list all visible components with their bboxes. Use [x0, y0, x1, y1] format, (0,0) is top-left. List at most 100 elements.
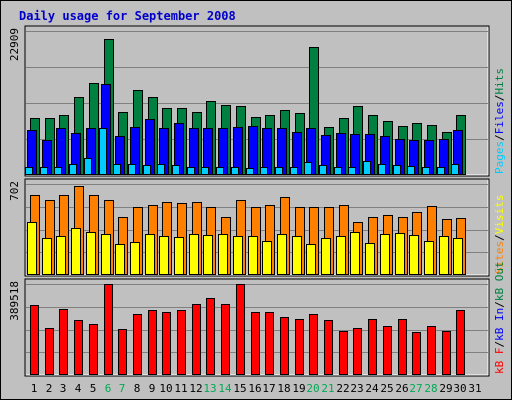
bar-pages-day-3: [54, 167, 62, 175]
bar-visits-day-6: [101, 234, 111, 275]
bar-kb-f-day-30: [456, 310, 465, 375]
bar-visits-day-27: [409, 235, 419, 275]
bar-pages-day-23: [348, 167, 356, 175]
x-tick-label: 27: [409, 382, 422, 395]
y-max-label: 389518: [8, 281, 21, 321]
bar-pages-day-12: [187, 167, 195, 175]
bar-pages-day-13: [201, 167, 209, 175]
bar-pages-day-10: [157, 164, 165, 175]
legend-entry: Files: [493, 101, 506, 134]
legend-entry: Hits: [493, 68, 506, 95]
bar-kb-f-day-29: [442, 331, 451, 375]
bar-visits-day-30: [453, 238, 463, 275]
bar-kb-f-day-21: [324, 320, 333, 375]
x-tick-label: 21: [321, 382, 334, 395]
x-tick-label: 1: [31, 382, 38, 395]
bar-kb-f-day-25: [383, 326, 392, 375]
x-tick-label: 22: [336, 382, 349, 395]
panel-visits-sites: 702 Sites/Visits: [8, 178, 506, 277]
bar-kb-f-day-17: [265, 312, 274, 375]
bar-visits-day-19: [292, 236, 302, 275]
bar-pages-day-5: [84, 158, 92, 175]
bar-kb-f-day-22: [339, 331, 348, 375]
bar-pages-day-22: [334, 167, 342, 175]
bar-kb-f-day-7: [118, 329, 127, 375]
x-tick-label: 18: [277, 382, 290, 395]
bar-visits-day-1: [27, 222, 37, 275]
bar-kb-f-day-6: [104, 284, 113, 375]
bar-pages-day-8: [128, 164, 136, 175]
bar-pages-day-6: [99, 128, 107, 175]
legend-entry: Sites: [493, 241, 506, 274]
legend: kB F/kB In/kB Out: [493, 261, 506, 374]
bar-kb-f-day-27: [412, 332, 421, 375]
bar-visits-day-17: [262, 241, 272, 275]
bar-kb-f-day-1: [30, 305, 39, 375]
bar-kb-f-day-24: [368, 319, 377, 375]
x-tick-label: 4: [75, 382, 82, 395]
x-tick-label: 28: [424, 382, 437, 395]
bar-kb-f-day-3: [59, 309, 68, 375]
bar-kb-f-day-10: [162, 312, 171, 375]
bar-kb-f-day-16: [251, 312, 260, 375]
x-tick-label: 25: [380, 382, 393, 395]
x-tick-label: 30: [453, 382, 466, 395]
bar-pages-day-18: [275, 167, 283, 175]
bar-pages-day-25: [378, 164, 386, 175]
bar-visits-day-28: [424, 241, 434, 275]
x-tick-label: 3: [60, 382, 67, 395]
x-tick-label: 11: [174, 382, 187, 395]
bar-visits-day-3: [56, 236, 66, 275]
bar-files-day-16: [248, 126, 258, 175]
x-tick-label: 16: [248, 382, 261, 395]
bar-pages-day-20: [304, 162, 312, 175]
bar-kb-f-day-11: [177, 310, 186, 375]
bar-pages-day-2: [40, 167, 48, 175]
bar-pages-day-17: [260, 167, 268, 175]
bar-visits-day-5: [86, 232, 96, 275]
bar-pages-day-29: [437, 167, 445, 175]
bar-visits-day-8: [130, 242, 140, 275]
bar-kb-f-day-19: [295, 319, 304, 375]
bar-kb-f-day-28: [427, 326, 436, 375]
bar-visits-day-26: [395, 233, 405, 275]
x-tick-label: 20: [306, 382, 319, 395]
bar-kb-f-day-15: [236, 284, 245, 375]
legend-entry: kB Out: [493, 261, 506, 301]
bar-visits-day-29: [439, 236, 449, 275]
bar-visits-day-13: [203, 235, 213, 275]
legend-entry: /: [493, 95, 506, 102]
bar-visits-day-20: [306, 244, 316, 275]
bar-pages-day-30: [451, 164, 459, 175]
chart-title: Daily usage for September 2008: [19, 9, 236, 23]
x-tick-label: 12: [189, 382, 202, 395]
bar-pages-day-27: [407, 166, 415, 175]
legend-entry: kB F: [493, 348, 506, 375]
bar-pages-day-4: [69, 164, 77, 175]
bar-visits-day-2: [42, 238, 52, 275]
y-max-label: 22909: [8, 28, 21, 61]
bar-visits-day-10: [159, 236, 169, 275]
bar-pages-day-24: [363, 161, 371, 175]
bar-visits-day-14: [218, 234, 228, 275]
bar-visits-day-21: [321, 238, 331, 275]
bar-visits-day-25: [380, 234, 390, 275]
bar-visits-day-24: [365, 243, 375, 275]
bar-pages-day-21: [319, 165, 327, 175]
x-tick-label: 24: [365, 382, 379, 395]
bar-visits-day-18: [277, 234, 287, 275]
bar-pages-day-7: [113, 164, 121, 175]
bar-pages-day-16: [246, 168, 254, 175]
x-tick-label: 15: [233, 382, 246, 395]
bar-kb-f-day-5: [89, 324, 98, 375]
x-tick-label: 7: [119, 382, 126, 395]
bar-visits-day-12: [189, 234, 199, 275]
panels: 22909Pages/Files/Hits702Sites/Visits3895…: [8, 25, 506, 377]
bar-visits-day-9: [145, 234, 155, 275]
x-tick-label: 8: [134, 382, 141, 395]
bar-pages-day-19: [290, 167, 298, 175]
x-tick-label: 13: [203, 382, 216, 395]
bar-kb-f-day-23: [353, 328, 362, 375]
bar-pages-day-15: [231, 167, 239, 175]
